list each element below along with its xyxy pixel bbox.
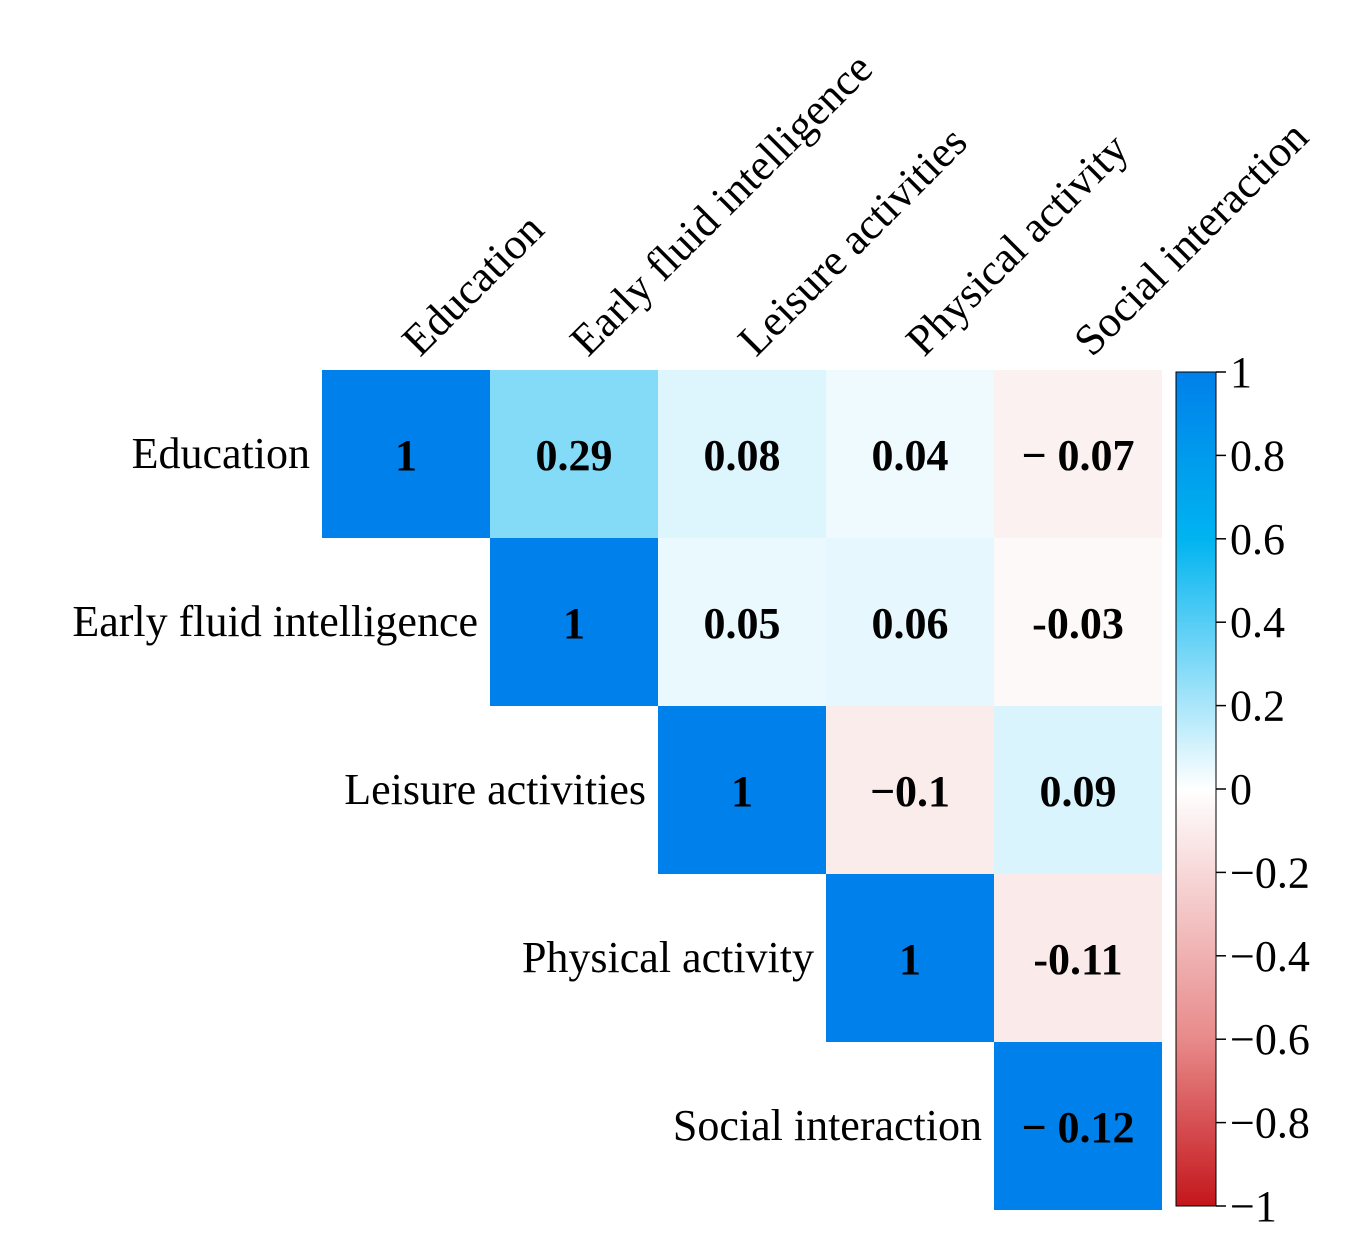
heatmap-cell — [322, 370, 490, 538]
colorbar-tick-label: −0.8 — [1230, 1099, 1310, 1148]
row-label: Social interaction — [673, 1101, 982, 1150]
colorbar-tick-label: −0.6 — [1230, 1015, 1310, 1064]
heatmap-cell — [490, 538, 658, 706]
row-label: Physical activity — [522, 933, 814, 982]
column-label: Early fluid intelligence — [560, 44, 881, 365]
cell-value-label: 1 — [899, 935, 921, 984]
heatmap-cell — [826, 706, 994, 874]
row-label: Early fluid intelligence — [72, 597, 478, 646]
colorbar-tick-label: 0 — [1230, 765, 1252, 814]
colorbar-tick-label: −0.4 — [1230, 932, 1310, 981]
row-label: Education — [132, 429, 310, 478]
cell-value-label: 0.08 — [704, 431, 781, 480]
heatmap-cells — [322, 370, 1162, 1210]
cell-value-label: −0.1 — [870, 767, 950, 816]
heatmap-cell-labels: 1 0.29 0.08 0.04 − 0.07 1 0.05 0.06 -0.03 1 −0.1 0.… — [395, 431, 1135, 1152]
cell-value-label: -0.11 — [1033, 935, 1122, 984]
heatmap-cell — [994, 538, 1162, 706]
colorbar-tick-label: 0.8 — [1230, 431, 1285, 480]
colorbar-gradient — [1175, 371, 1217, 1207]
cell-value-label: -0.03 — [1032, 599, 1124, 648]
colorbar-tick-label: 0.6 — [1230, 515, 1285, 564]
column-labels: Education Early fluid intelligenceLeisure… — [392, 44, 1317, 365]
row-label: Leisure activities — [344, 765, 646, 814]
colorbar-tick-label: 0.2 — [1230, 682, 1285, 731]
heatmap-cell — [994, 874, 1162, 1042]
heatmap-cell — [994, 1042, 1162, 1210]
heatmap-cell — [658, 370, 826, 538]
heatmap-cell — [658, 706, 826, 874]
heatmap-cell — [658, 538, 826, 706]
colorbar-tick-label: −0.2 — [1230, 848, 1310, 897]
row-labels: Education Early fluid intelligence Leisure… — [72, 429, 982, 1150]
cell-value-label: 1 — [395, 431, 417, 480]
colorbar-tick-label: 1 — [1230, 348, 1252, 397]
cell-value-label: 0.29 — [536, 431, 613, 480]
heatmap-cell — [994, 706, 1162, 874]
cell-value-label: 1 — [731, 767, 753, 816]
cell-value-label: 0.05 — [704, 599, 781, 648]
column-label: Education — [392, 204, 553, 365]
cell-value-label: − 0.12 — [1021, 1103, 1134, 1152]
cell-value-label: 0.06 — [872, 599, 949, 648]
cell-value-label: 1 — [563, 599, 585, 648]
cell-value-label: − 0.07 — [1021, 431, 1134, 480]
cell-value-label: 0.09 — [1040, 767, 1117, 816]
heatmap-cell — [826, 874, 994, 1042]
colorbar-tick-label: 0.4 — [1230, 598, 1285, 647]
colorbar-tick-label: −1 — [1230, 1182, 1277, 1231]
heatmap-cell — [826, 538, 994, 706]
colorbar: 1 0.8 0.6 0.4 0.2 0 −0.2 −0.4 −0.6 −0.8 −1 — [1175, 348, 1310, 1231]
heatmap-cell — [490, 370, 658, 538]
cell-value-label: 0.04 — [872, 431, 949, 480]
heatmap-cell — [994, 370, 1162, 538]
heatmap-cell — [826, 370, 994, 538]
